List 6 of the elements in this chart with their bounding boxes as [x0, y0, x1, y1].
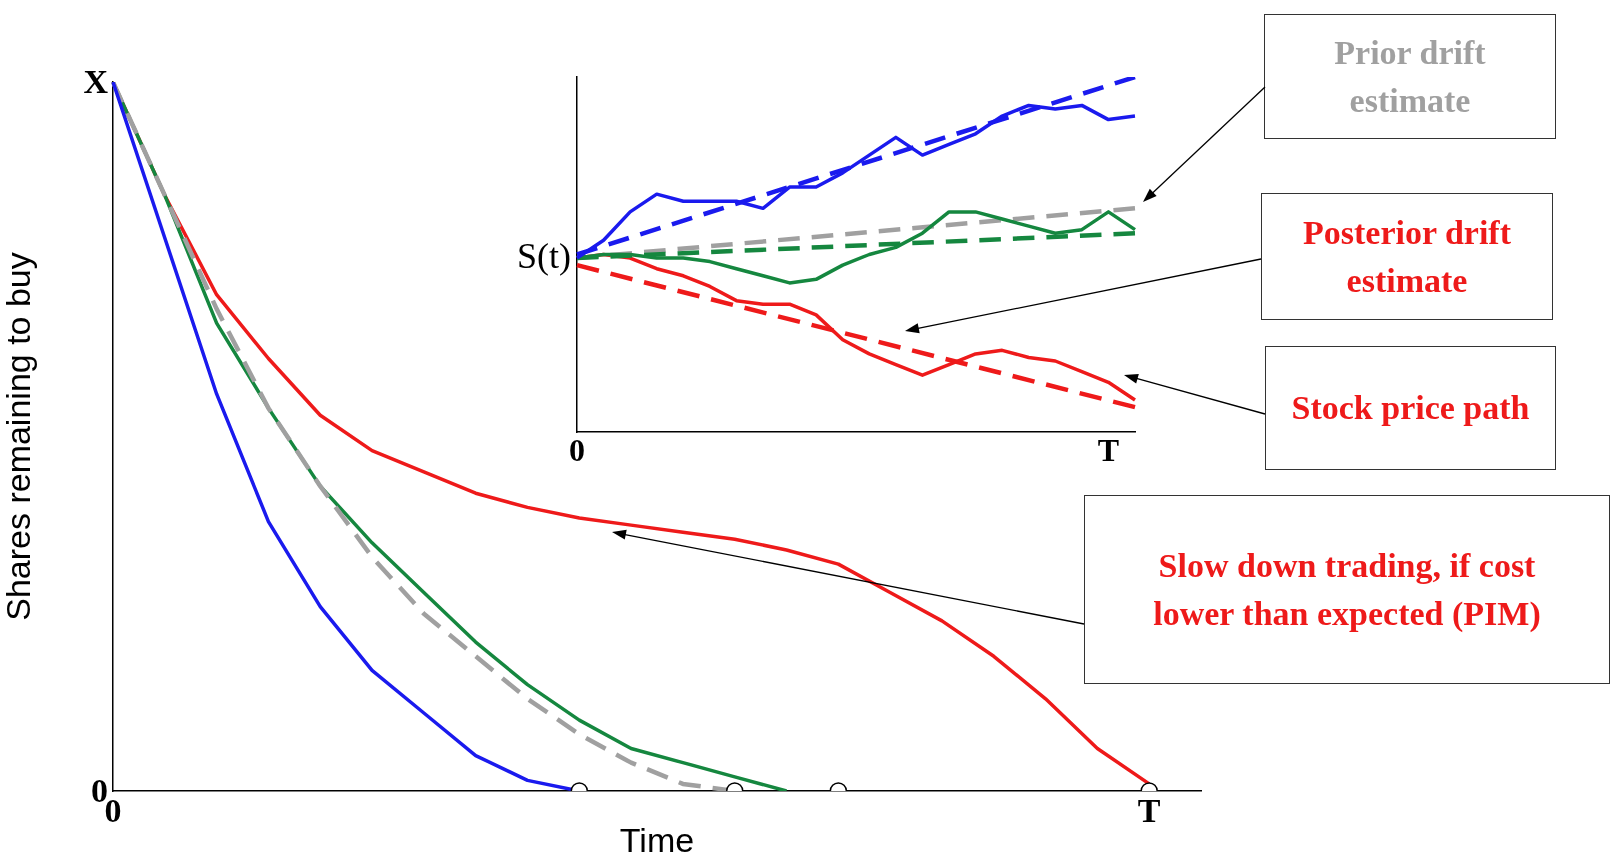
- x-tick-label: T: [1097, 432, 1120, 469]
- text: X: [83, 63, 108, 100]
- x-tick-label: T: [1137, 792, 1161, 830]
- y-axis-title: S(t): [517, 235, 571, 276]
- x-axis-title: Time: [619, 820, 695, 859]
- y-axis-title: Shares remaining to buy: [0, 252, 37, 621]
